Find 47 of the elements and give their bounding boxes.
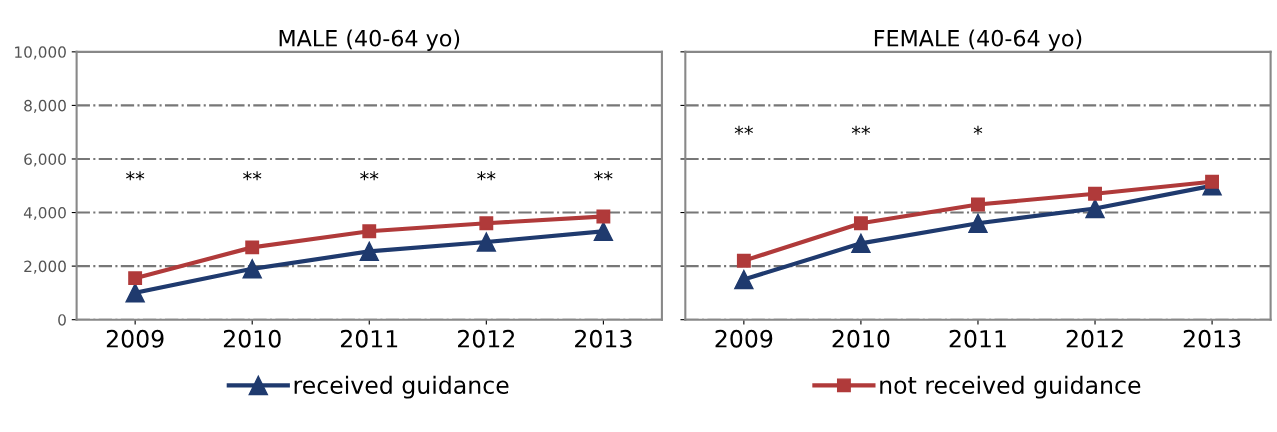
point [596, 209, 611, 224]
y-tick-label: 2,000 [24, 260, 66, 274]
x-tick-label: 2009 [106, 329, 164, 348]
annotation: ** [477, 171, 496, 181]
point [125, 283, 145, 303]
annotation: ** [126, 171, 145, 181]
x-tick-label: 2010 [223, 329, 281, 348]
y-tick-label: 0 [58, 314, 66, 326]
x-tick-label: 2011 [340, 329, 398, 348]
x-tick-label: 2009 [715, 329, 773, 348]
x-tick-label: 2013 [1183, 329, 1241, 348]
x-tick-label: 2012 [1066, 329, 1123, 348]
point [593, 221, 614, 242]
annotation: ** [851, 125, 871, 135]
point [971, 197, 985, 212]
point [1085, 198, 1105, 219]
point [128, 271, 143, 286]
y-tick-label: 10,000 [15, 46, 66, 60]
y-tick-label: 4,000 [23, 207, 66, 221]
point [1205, 174, 1220, 189]
point [968, 213, 988, 233]
annotation: ** [360, 171, 379, 181]
x-tick-label: 2012 [458, 329, 514, 348]
legend-label: not received guidance [880, 375, 1141, 399]
point [734, 269, 754, 290]
chart-title: MALE (40-64 yo) [279, 29, 460, 51]
annotation: ** [734, 125, 753, 135]
point [1088, 186, 1102, 201]
x-tick-label: 2013 [575, 329, 632, 348]
point [479, 216, 494, 231]
x-tick-label: 2010 [832, 329, 890, 348]
annotation: ** [243, 171, 262, 181]
point [362, 224, 377, 239]
y-tick-label: 8,000 [24, 99, 66, 113]
x-tick-label: 2011 [949, 329, 1006, 348]
annotation: * [973, 125, 983, 135]
point [853, 216, 868, 231]
point [851, 233, 871, 254]
chart-title: FEMALE (40-64 yo) [874, 29, 1082, 51]
point [359, 241, 379, 262]
point [245, 240, 260, 255]
y-tick-label: 6,000 [24, 153, 66, 167]
point [242, 259, 262, 279]
point [476, 232, 497, 252]
annotation: ** [594, 171, 613, 181]
legend-label: received guidance [294, 375, 509, 399]
point [736, 253, 751, 268]
